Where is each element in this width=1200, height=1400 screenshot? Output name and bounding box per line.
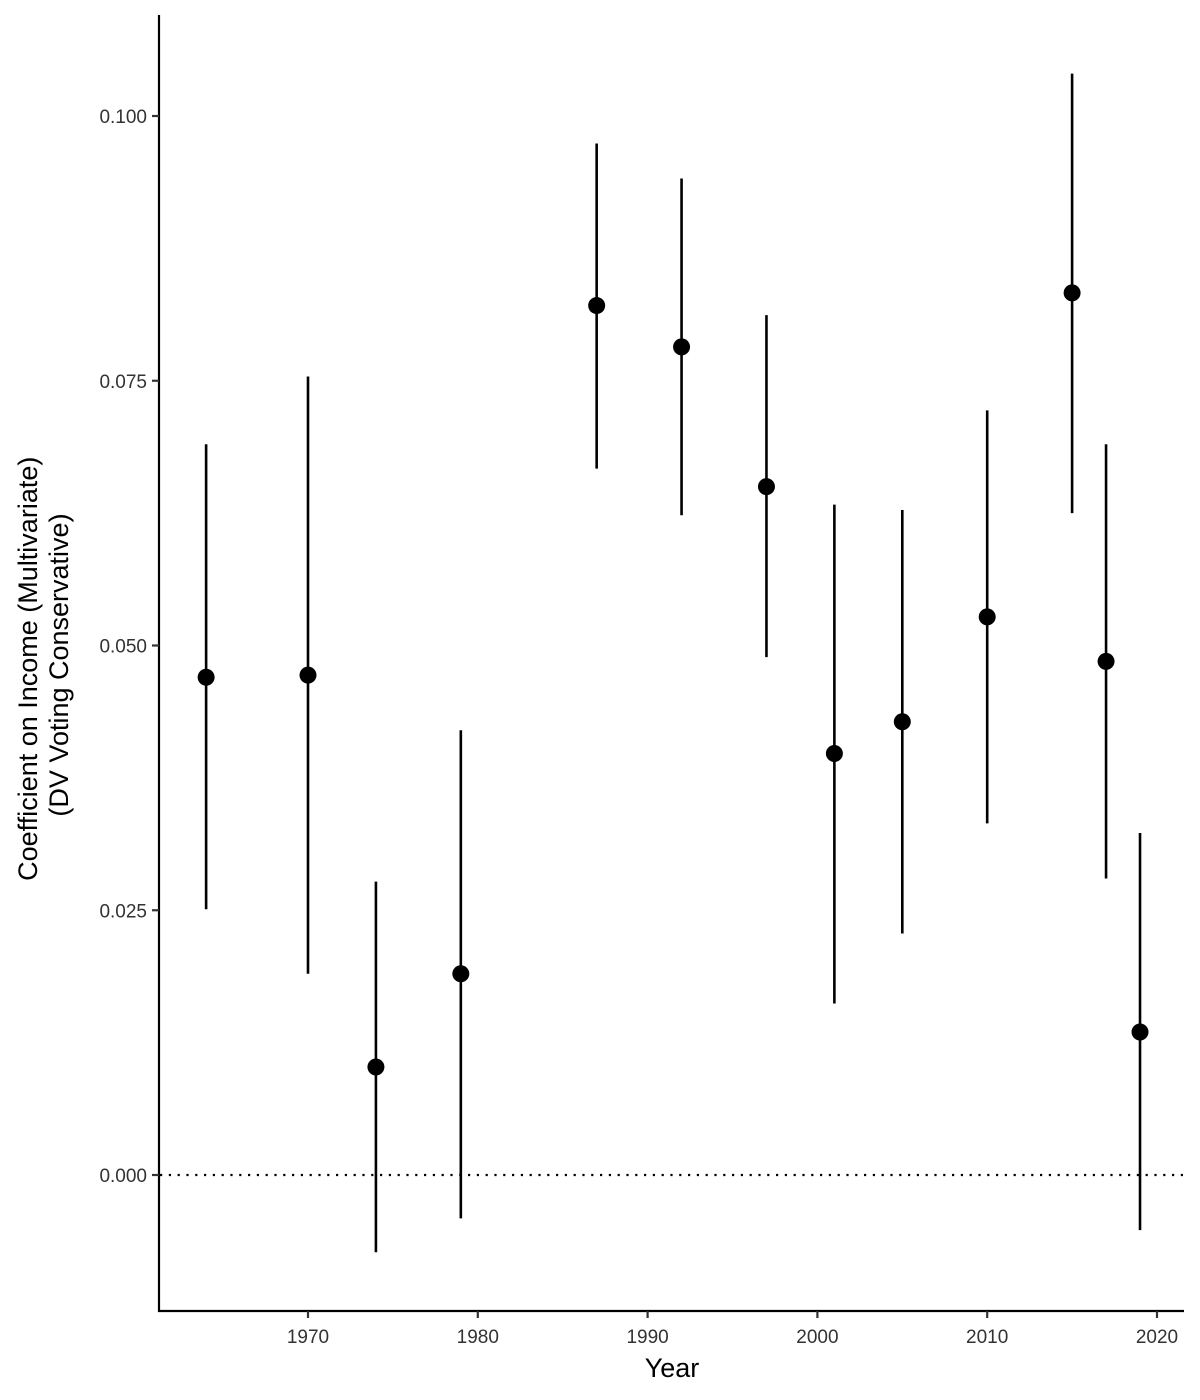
x-tick-label: 1990: [626, 1327, 668, 1348]
point-2017: [1097, 652, 1115, 670]
data-marks: [197, 73, 1149, 1253]
point-1974: [367, 1058, 385, 1076]
y-tick-label: 0.100: [99, 107, 147, 128]
y-tick-label: 0.050: [99, 637, 147, 658]
point-1964: [197, 668, 215, 686]
x-tick-label: 1980: [457, 1327, 499, 1348]
y-axis-title-line-2: (DV Voting Conservative): [44, 513, 74, 816]
y-tick-label: 0.075: [99, 372, 147, 393]
point-2001: [825, 745, 843, 763]
point-1987: [588, 297, 606, 315]
y-axis-title-line-1: Coefficient on Income (Multivariate): [13, 457, 43, 881]
point-1970: [299, 666, 317, 684]
point-2005: [893, 713, 911, 731]
point-2010: [978, 608, 996, 626]
x-axis-ticks: 1970 1980 1990 2000 2010 2020: [287, 1311, 1178, 1348]
x-tick-label: 2020: [1136, 1327, 1178, 1348]
point-2015: [1063, 284, 1081, 302]
x-axis-title: Year: [645, 1353, 700, 1383]
point-2019: [1131, 1023, 1149, 1041]
point-1992: [673, 338, 691, 356]
x-tick-label: 2010: [966, 1327, 1008, 1348]
point-1979: [452, 965, 470, 983]
y-tick-label: 0.025: [99, 901, 147, 922]
y-axis-ticks: 0.000 0.025 0.050 0.075 0.100: [99, 107, 159, 1187]
x-tick-label: 2000: [796, 1327, 838, 1348]
y-axis-title: Coefficient on Income (Multivariate) (DV…: [13, 449, 74, 881]
y-tick-label: 0.000: [99, 1166, 147, 1187]
x-tick-label: 1970: [287, 1327, 329, 1348]
point-1997: [757, 478, 775, 496]
